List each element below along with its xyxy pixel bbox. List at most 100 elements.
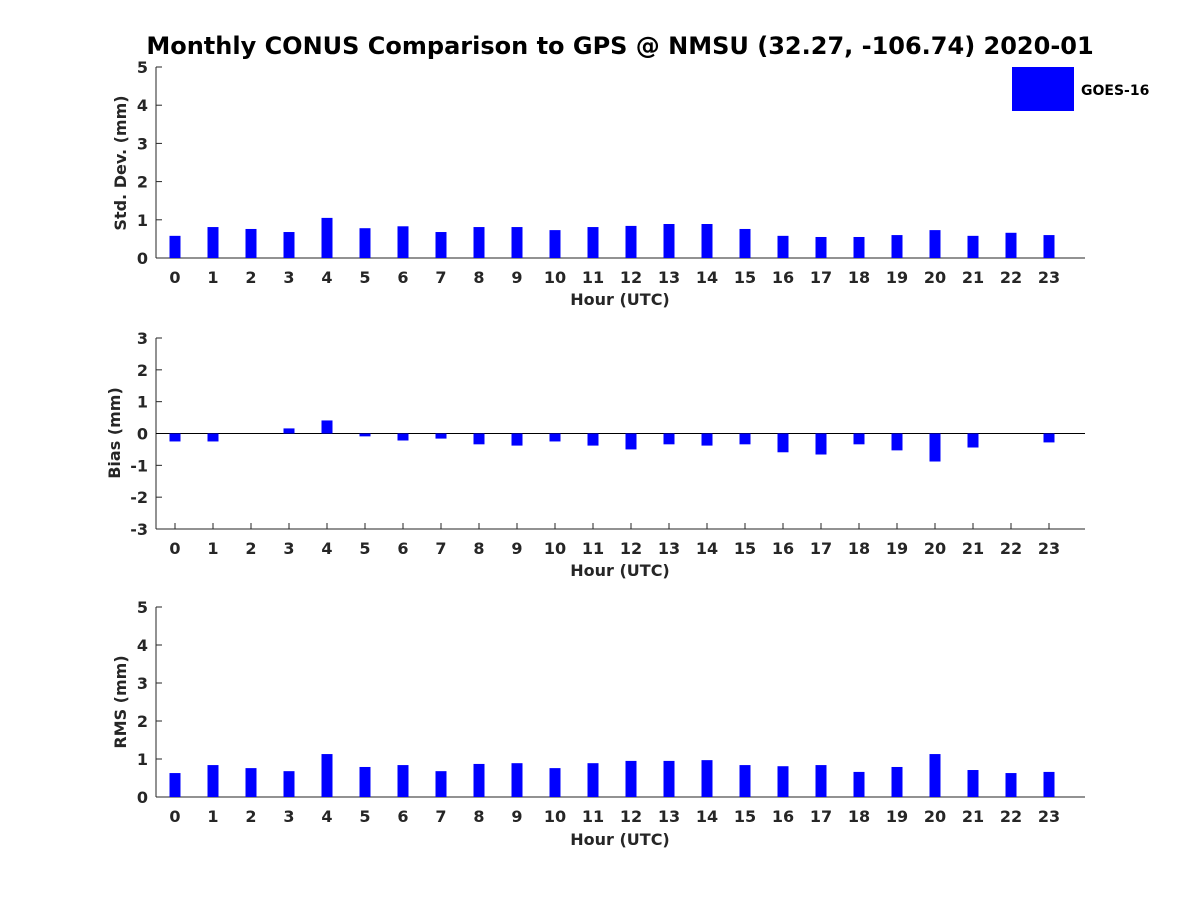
bar-std-dev [929,230,941,258]
legend-label: GOES-16 [1081,83,1149,99]
x-tick-label: 6 [397,807,408,826]
x-tick-label: 10 [544,268,566,287]
x-tick-label: 8 [473,807,484,826]
y-tick-label: -1 [130,456,148,475]
bar-bias [777,433,789,453]
x-tick-label: 6 [397,539,408,558]
bar-std-dev [169,235,181,258]
y-tick-label: 4 [137,96,148,115]
bar-rms [1043,771,1055,797]
bar-rms [891,766,903,797]
bar-bias [359,433,371,437]
x-tick-label: 8 [473,539,484,558]
bar-rms [701,760,713,797]
x-tick-label: 0 [169,268,180,287]
y-axis-label-bias: Bias (mm) [105,387,124,479]
x-tick-label: 4 [321,807,332,826]
x-tick-label: 7 [435,268,446,287]
x-tick-label: 0 [169,807,180,826]
x-tick-label: 20 [924,539,946,558]
bar-rms [663,760,675,797]
y-tick-label: 2 [137,712,148,731]
x-tick-label: 23 [1038,539,1060,558]
x-tick-label: 20 [924,268,946,287]
bar-bias [511,433,523,446]
x-tick-label: 2 [245,268,256,287]
y-tick-label: 3 [137,329,148,348]
y-tick-label: 0 [137,249,148,268]
bar-std-dev [245,228,257,258]
bar-bias [815,433,827,455]
x-tick-label: 9 [511,807,522,826]
x-tick-label: 3 [283,539,294,558]
bar-rms [245,768,257,797]
x-tick-label: 21 [962,268,984,287]
bar-std-dev [549,230,561,258]
bar-bias [625,433,637,450]
x-tick-label: 9 [511,539,522,558]
bar-std-dev [473,227,485,258]
x-tick-label: 6 [397,268,408,287]
x-axis-label-bias: Hour (UTC) [570,561,670,580]
x-tick-label: 17 [810,807,832,826]
x-tick-label: 2 [245,539,256,558]
x-tick-label: 1 [207,807,218,826]
legend-swatch [1012,67,1074,111]
bar-bias [207,433,219,442]
x-tick-label: 9 [511,268,522,287]
y-tick-label: -2 [130,488,148,507]
bar-bias [169,433,181,442]
y-tick-label: 2 [137,173,148,192]
x-tick-label: 19 [886,539,908,558]
bar-bias [701,433,713,446]
x-tick-label: 23 [1038,268,1060,287]
y-tick-label: 1 [137,211,148,230]
x-tick-label: 15 [734,268,756,287]
x-tick-label: 5 [359,268,370,287]
x-tick-label: 1 [207,268,218,287]
x-tick-label: 3 [283,268,294,287]
x-tick-label: 19 [886,268,908,287]
x-tick-label: 11 [582,268,604,287]
x-tick-label: 17 [810,268,832,287]
bar-std-dev [511,227,523,258]
bar-bias [1043,433,1055,443]
bar-rms [549,768,561,797]
x-tick-label: 4 [321,268,332,287]
x-tick-label: 13 [658,268,680,287]
x-tick-label: 2 [245,807,256,826]
bar-bias [473,433,485,445]
bar-bias [397,433,409,441]
bar-std-dev [321,217,333,258]
x-tick-label: 20 [924,807,946,826]
x-axis-label-rms: Hour (UTC) [570,830,670,849]
bar-std-dev [207,227,219,258]
bar-bias [967,433,979,448]
x-tick-label: 18 [848,268,870,287]
x-tick-label: 16 [772,268,794,287]
bar-std-dev [587,227,599,258]
x-tick-label: 19 [886,807,908,826]
bar-rms [853,771,865,797]
bar-rms [473,763,485,797]
bar-std-dev [739,228,751,258]
bar-rms [397,765,409,797]
y-tick-label: 5 [137,598,148,617]
y-tick-label: 3 [137,134,148,153]
bar-std-dev [283,232,295,258]
bar-bias [435,433,447,439]
x-tick-label: 22 [1000,268,1022,287]
bar-std-dev [967,235,979,258]
bar-std-dev [625,225,637,258]
x-tick-label: 13 [658,807,680,826]
x-tick-label: 5 [359,807,370,826]
x-tick-label: 15 [734,807,756,826]
x-tick-label: 14 [696,268,718,287]
bar-rms [207,765,219,797]
legend: GOES-16 [1012,67,1149,111]
x-tick-label: 18 [848,539,870,558]
x-tick-label: 7 [435,539,446,558]
